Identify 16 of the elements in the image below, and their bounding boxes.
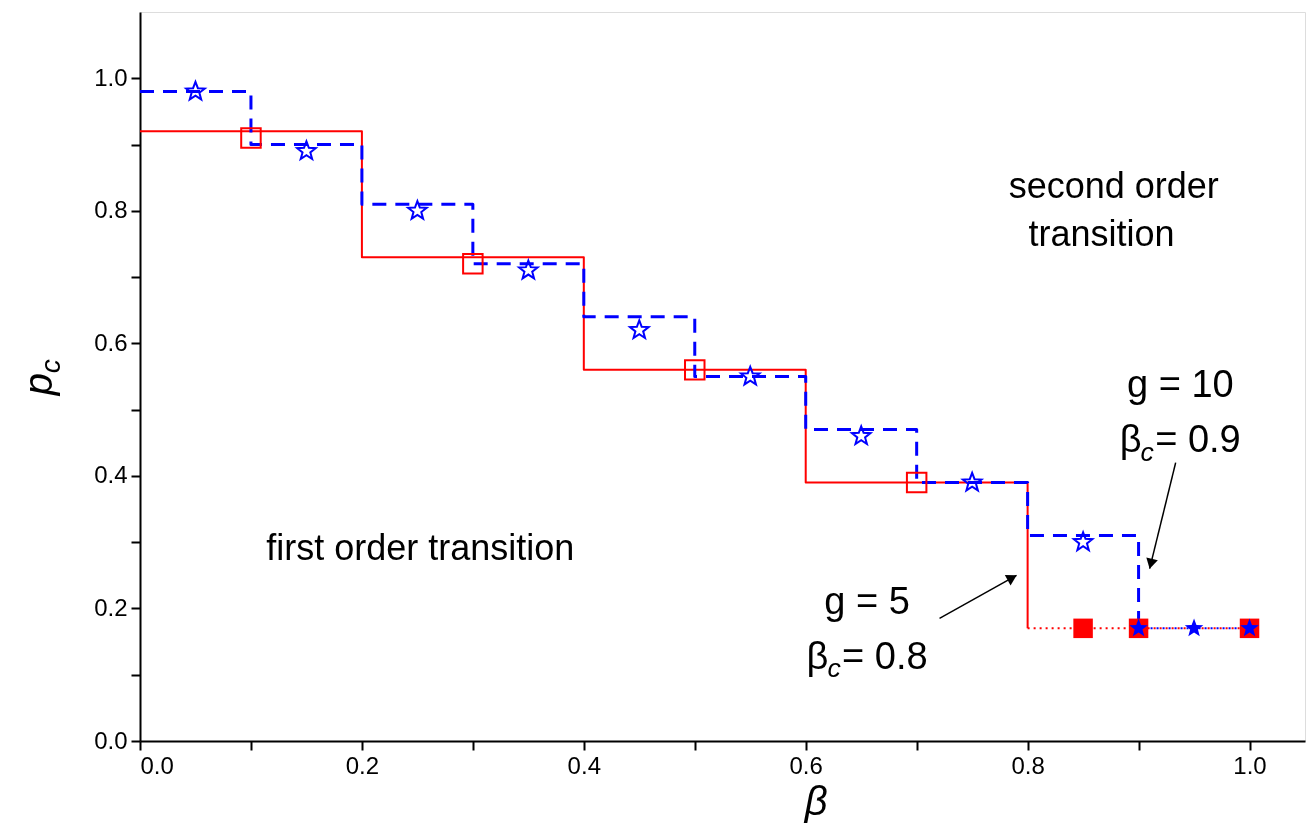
- x-tick-label: 1.0: [1233, 751, 1267, 779]
- y-tick-label: 1.0: [94, 63, 128, 91]
- x-tick-label: 0.8: [1011, 751, 1045, 779]
- y-tick-label: 0.4: [94, 461, 128, 489]
- x-tick-label: 0.6: [789, 751, 823, 779]
- x-axis-title: β: [803, 779, 828, 823]
- x-tick-label: 0.0: [140, 751, 174, 779]
- x-tick-label: 0.2: [345, 751, 380, 779]
- y-tick-label: 0.6: [94, 328, 128, 356]
- y-tick-label: 0.0: [94, 726, 128, 754]
- y-tick-label: 0.2: [94, 593, 128, 621]
- annotation: first order transition: [266, 526, 575, 568]
- annotation: second order transition: [1008, 164, 1219, 254]
- y-tick-label: 0.8: [94, 196, 128, 224]
- x-tick-label: 0.4: [567, 751, 601, 779]
- y-axis-title: pc: [16, 359, 66, 397]
